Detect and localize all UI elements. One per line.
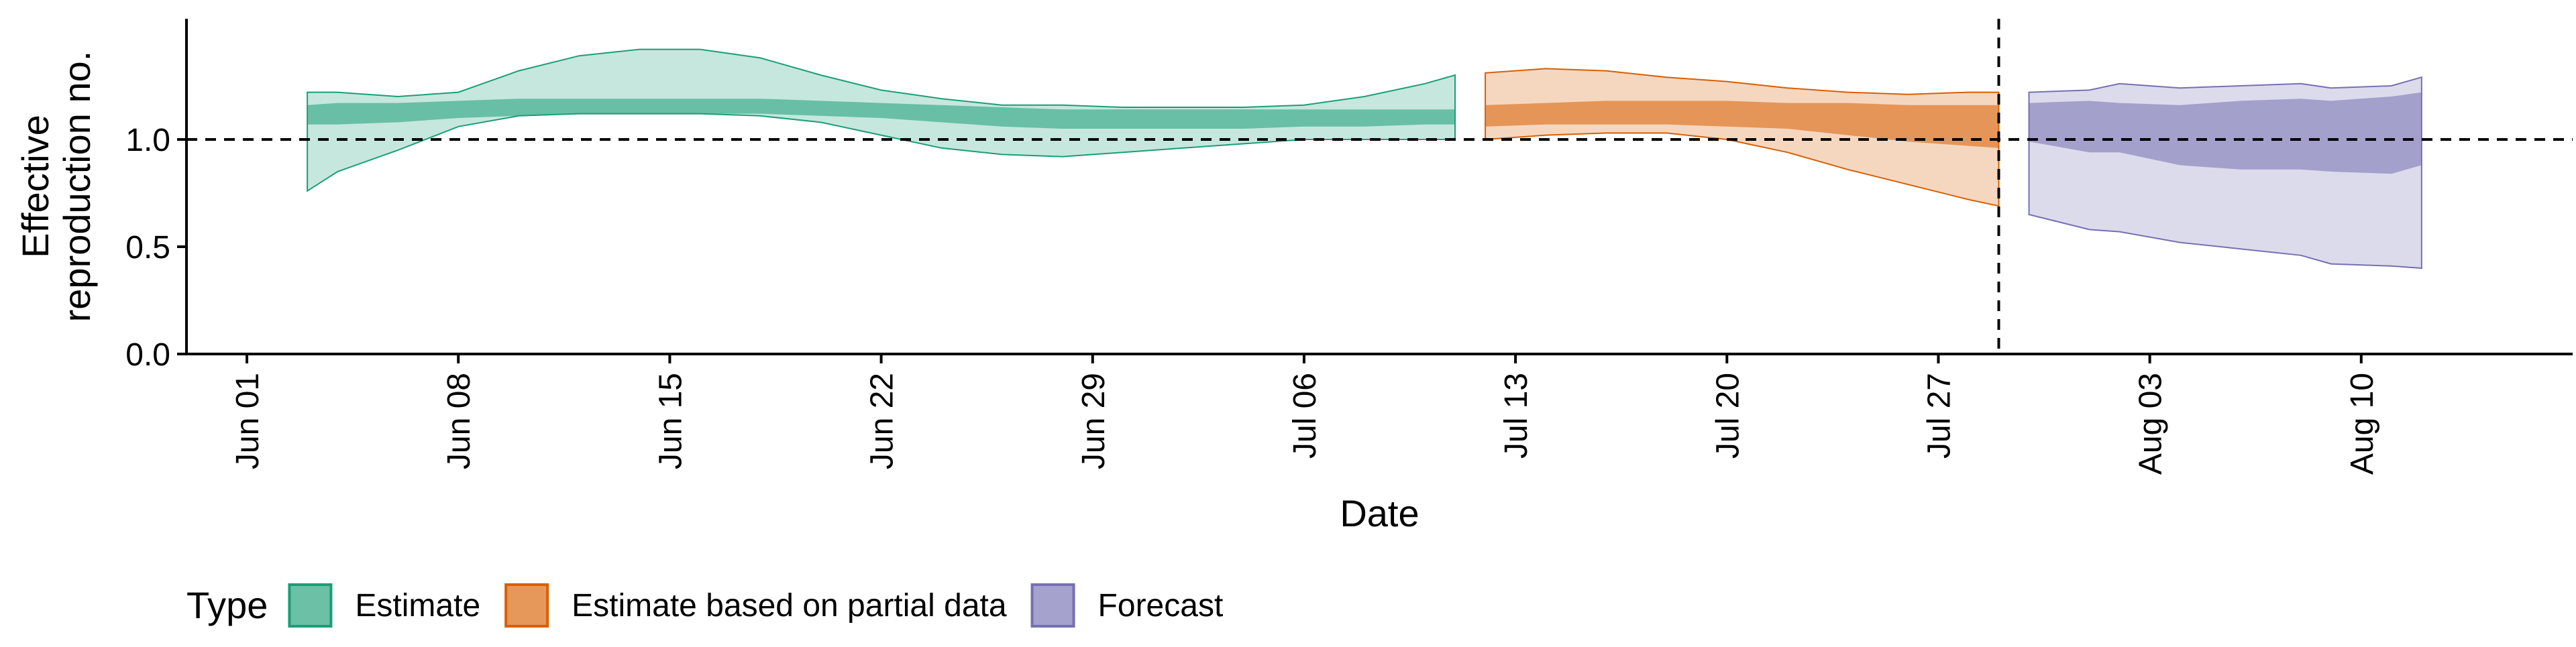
x-tick-label: Jul 27 — [1921, 373, 1957, 459]
y-axis-title: Effective reproduction no. — [14, 51, 98, 322]
x-tick-label: Jun 08 — [441, 373, 477, 469]
legend-label: Forecast — [1098, 588, 1224, 624]
x-tick-label: Jun 15 — [653, 373, 688, 469]
x-axis-title: Date — [1340, 492, 1419, 534]
ribbon-50-0 — [307, 99, 1456, 129]
legend: Type Estimate Estimate based on partial da… — [186, 583, 1224, 628]
x-tick-label: Jul 13 — [1499, 373, 1534, 459]
y-axis-title-line: reproduction no. — [56, 51, 98, 322]
legend-item: Forecast — [1030, 583, 1224, 628]
y-axis-ticks: 0.0 0.5 1.0 — [125, 123, 186, 373]
y-tick-label: 1.0 — [125, 123, 170, 158]
x-tick-label: Aug 03 — [2133, 373, 2169, 475]
y-tick-label: 0.5 — [125, 230, 170, 266]
legend-swatch — [1030, 583, 1075, 628]
x-tick-label: Jul 20 — [1710, 373, 1746, 459]
legend-item: Estimate based on partial data — [504, 583, 1007, 628]
x-axis-ticks: Jun 01 Jun 08 Jun 15 Jun 22 Jun 29 Jul 06 Jul … — [230, 354, 2380, 475]
ribbons — [307, 48, 2422, 270]
x-tick-label: Jul 06 — [1287, 373, 1323, 459]
legend-title: Type — [186, 584, 268, 626]
legend-swatch — [504, 583, 549, 628]
series-forecast — [2028, 76, 2422, 270]
y-tick-label: 0.0 — [125, 337, 170, 373]
legend-swatch — [288, 583, 333, 628]
legend-label: Estimate based on partial data — [572, 588, 1007, 624]
y-axis-title-line: Effective — [14, 115, 56, 258]
x-tick-label: Jun 29 — [1076, 373, 1112, 469]
legend-label: Estimate — [355, 588, 480, 624]
legend-item: Estimate — [288, 583, 480, 628]
x-tick-label: Jun 01 — [230, 373, 266, 469]
ribbon-50-1 — [1485, 101, 1999, 148]
series-estimate — [307, 48, 1456, 192]
x-tick-label: Jun 22 — [865, 373, 900, 469]
ribbon-50-2 — [2029, 92, 2422, 174]
series-estimate-based-on-partial-data — [1485, 68, 2000, 207]
x-tick-label: Aug 10 — [2345, 373, 2380, 475]
